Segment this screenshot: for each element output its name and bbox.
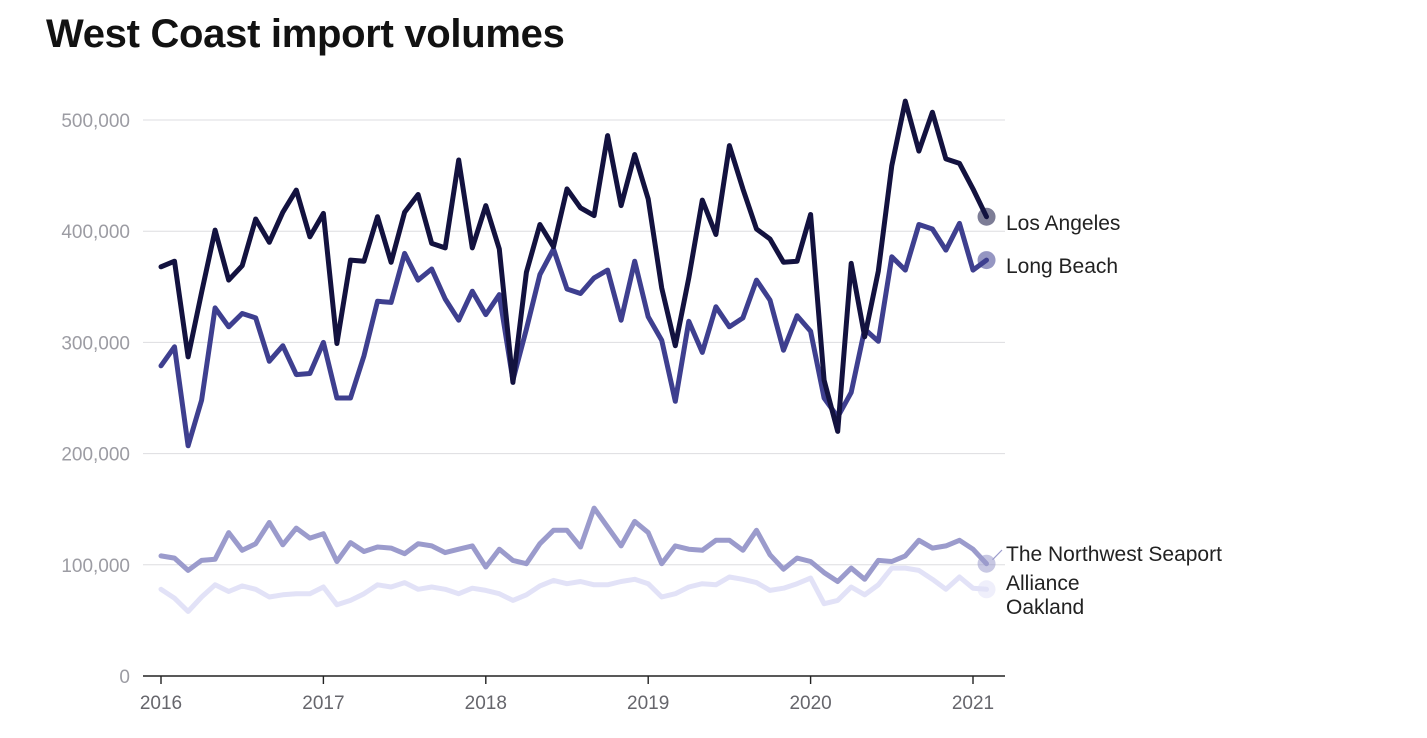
series-line-oakland [158, 565, 989, 614]
end-marker [977, 251, 996, 270]
y-tick-label: 500,000 [61, 111, 130, 132]
y-axis-ticks: 0 100,000 200,000 300,000 400,000 500,000 [61, 111, 130, 688]
x-tick-label: 2016 [140, 693, 182, 714]
series-label: Oakland [1006, 596, 1084, 619]
x-tick-label: 2019 [627, 693, 669, 714]
chart-title: West Coast import volumes [46, 12, 565, 56]
series-line-long-beach [158, 220, 989, 449]
series-label: Los Angeles [1006, 212, 1120, 235]
series-line-the-northwest-seaport-alliance [158, 505, 989, 584]
gridlines [143, 119, 1005, 566]
series-labels: Los Angeles Long Beach The Northwest Seapo… [992, 212, 1222, 619]
y-tick-label: 0 [119, 667, 130, 688]
end-marker [977, 207, 996, 226]
series-label: The Northwest Seaport Alliance [1006, 543, 1222, 595]
label-connector [992, 549, 1003, 561]
x-tick-label: 2021 [952, 693, 994, 714]
series-lines [158, 98, 989, 614]
x-tick-label: 2020 [789, 693, 831, 714]
end-marker [977, 554, 996, 573]
end-markers [977, 207, 996, 599]
x-tick-label: 2018 [465, 693, 507, 714]
y-tick-label: 300,000 [61, 333, 130, 354]
series-label: Long Beach [1006, 255, 1118, 278]
series-line-los-angeles [158, 98, 989, 434]
x-tick-label: 2017 [302, 693, 344, 714]
y-tick-label: 400,000 [61, 222, 130, 243]
y-tick-label: 100,000 [61, 556, 130, 577]
end-marker [977, 580, 996, 599]
y-tick-label: 200,000 [61, 445, 130, 466]
x-axis-ticks: 2016 2017 2018 2019 2020 2021 [140, 676, 994, 714]
